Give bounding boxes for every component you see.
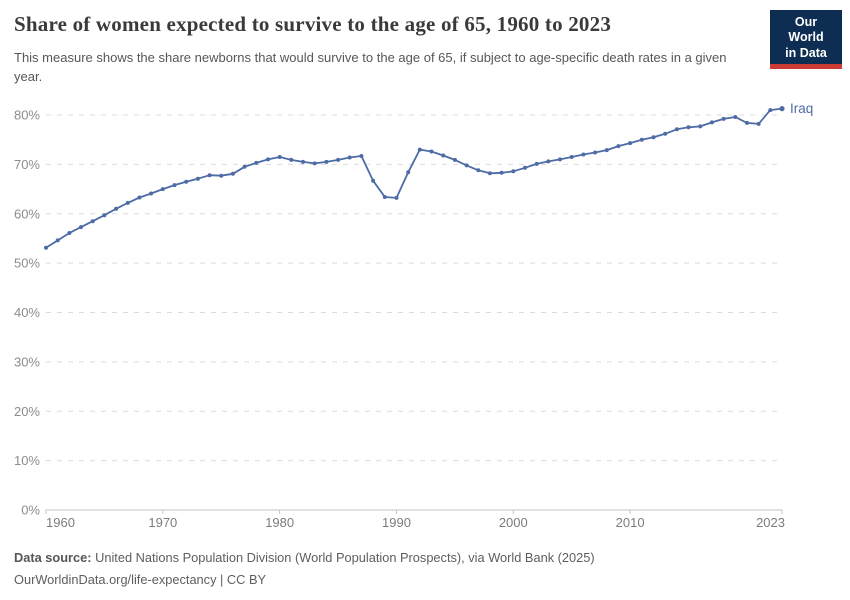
- chart-subtitle: This measure shows the share newborns th…: [14, 50, 727, 84]
- y-gridlines: [46, 114, 780, 462]
- iraq-line-markers: [44, 106, 785, 250]
- y-tick-label: 40%: [14, 305, 40, 320]
- x-axis: [45, 509, 783, 514]
- iraq-line: [45, 107, 783, 249]
- y-tick-label: 0%: [21, 503, 40, 518]
- x-tick-label: 1960: [46, 515, 75, 530]
- x-tick-label: 1990: [382, 515, 411, 530]
- data-source-line: Data source: United Nations Population D…: [14, 547, 595, 569]
- chart-title: Share of women expected to survive to th…: [14, 12, 612, 36]
- chart-footer: Data source: United Nations Population D…: [14, 547, 595, 591]
- y-tick-label: 30%: [14, 354, 40, 369]
- x-tick-label: 1980: [265, 515, 294, 530]
- x-tick-label: 1970: [148, 515, 177, 530]
- y-axis-labels: 0% 10% 20% 30% 40% 50% 60% 70% 80%: [14, 108, 40, 518]
- y-tick-label: 50%: [14, 256, 40, 271]
- y-tick-label: 60%: [14, 206, 40, 221]
- y-tick-label: 20%: [14, 404, 40, 419]
- data-source-label: Data source:: [14, 550, 92, 565]
- owid-logo[interactable]: Our World in Data: [770, 10, 842, 69]
- owid-logo-line1: Our World: [788, 15, 824, 45]
- attribution-line[interactable]: OurWorldinData.org/life-expectancy | CC …: [14, 572, 267, 587]
- owid-logo-line2: in Data: [785, 45, 827, 60]
- y-tick-label: 10%: [14, 453, 40, 468]
- y-tick-label: 70%: [14, 157, 40, 172]
- x-tick-label: 2000: [499, 515, 528, 530]
- data-source-text: United Nations Population Division (Worl…: [91, 550, 595, 565]
- x-axis-labels: 1960 1970 1980 1990 2000 2010 2023: [46, 515, 785, 530]
- y-tick-label: 80%: [14, 108, 40, 123]
- x-tick-label: 2023: [756, 515, 785, 530]
- iraq-end-label[interactable]: Iraq: [790, 101, 813, 116]
- x-tick-label: 2010: [616, 515, 645, 530]
